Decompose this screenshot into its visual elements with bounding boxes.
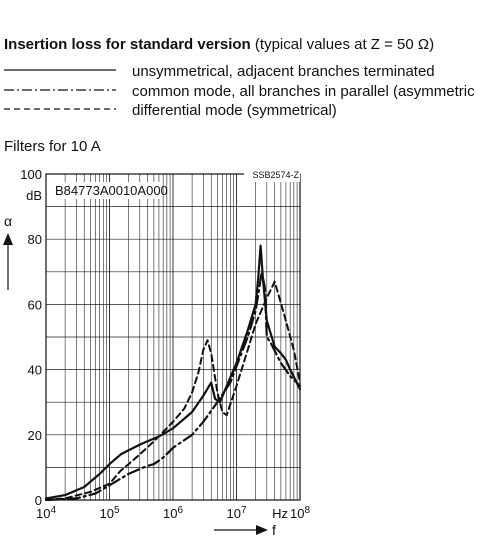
y-tick-label: 20 [28, 428, 42, 443]
x-tick-label: 108 [290, 505, 310, 521]
legend-label-dashed: differential mode (symmetrical) [132, 102, 337, 119]
y-tick-label: 100 [20, 167, 42, 182]
part-number-label: B84773A0010A000 [55, 183, 168, 198]
chart-subtitle: Filters for 10 A [4, 138, 101, 155]
y-unit-box [16, 188, 44, 202]
y-tick-label: 80 [28, 232, 42, 247]
x-tick-label: 107 [226, 505, 246, 521]
legend-label-dashdot: common mode, all branches in parallel (a… [132, 83, 475, 100]
x-unit-label: Hz [272, 506, 288, 521]
series-line-dashed [45, 280, 301, 501]
x-axis-arrow-head [256, 525, 268, 535]
y-tick-label: 40 [28, 363, 42, 378]
series-line-solid [44, 244, 302, 500]
part-number-box [52, 182, 162, 199]
section-heading: Insertion loss for standard version (typ… [4, 36, 434, 53]
y-unit-label: dB [26, 188, 42, 203]
y-tick-label: 60 [28, 297, 42, 312]
legend-line-solid [4, 69, 116, 71]
y-axis-arrow-head [3, 233, 13, 245]
legend-item-solid: unsymmetrical, adjacent branches termina… [4, 62, 499, 82]
legend-label-solid: unsymmetrical, adjacent branches termina… [132, 63, 435, 80]
legend-line-dashed [4, 108, 116, 110]
x-tick-label: 104 [36, 505, 56, 521]
legend-line-dashdot [4, 89, 116, 91]
figure-code-box [244, 170, 300, 182]
heading-bold: Insertion loss for standard version [4, 36, 251, 53]
x-tick-label: 105 [99, 505, 119, 521]
legend-item-dashdot: common mode, all branches in parallel (a… [4, 82, 499, 102]
series-line-dashdot [44, 270, 302, 502]
figure-code-label: SSB2574-Z [252, 170, 299, 180]
y-axis-symbol: α [4, 213, 12, 229]
legend-item-dashed: differential mode (symmetrical) [4, 101, 499, 121]
y-tick-label: 0 [35, 493, 42, 508]
plot-frame [45, 173, 301, 501]
x-tick-label: 106 [163, 505, 183, 521]
heading-normal: (typical values at Z = 50 Ω) [250, 36, 435, 53]
x-axis-symbol: f [272, 522, 276, 538]
